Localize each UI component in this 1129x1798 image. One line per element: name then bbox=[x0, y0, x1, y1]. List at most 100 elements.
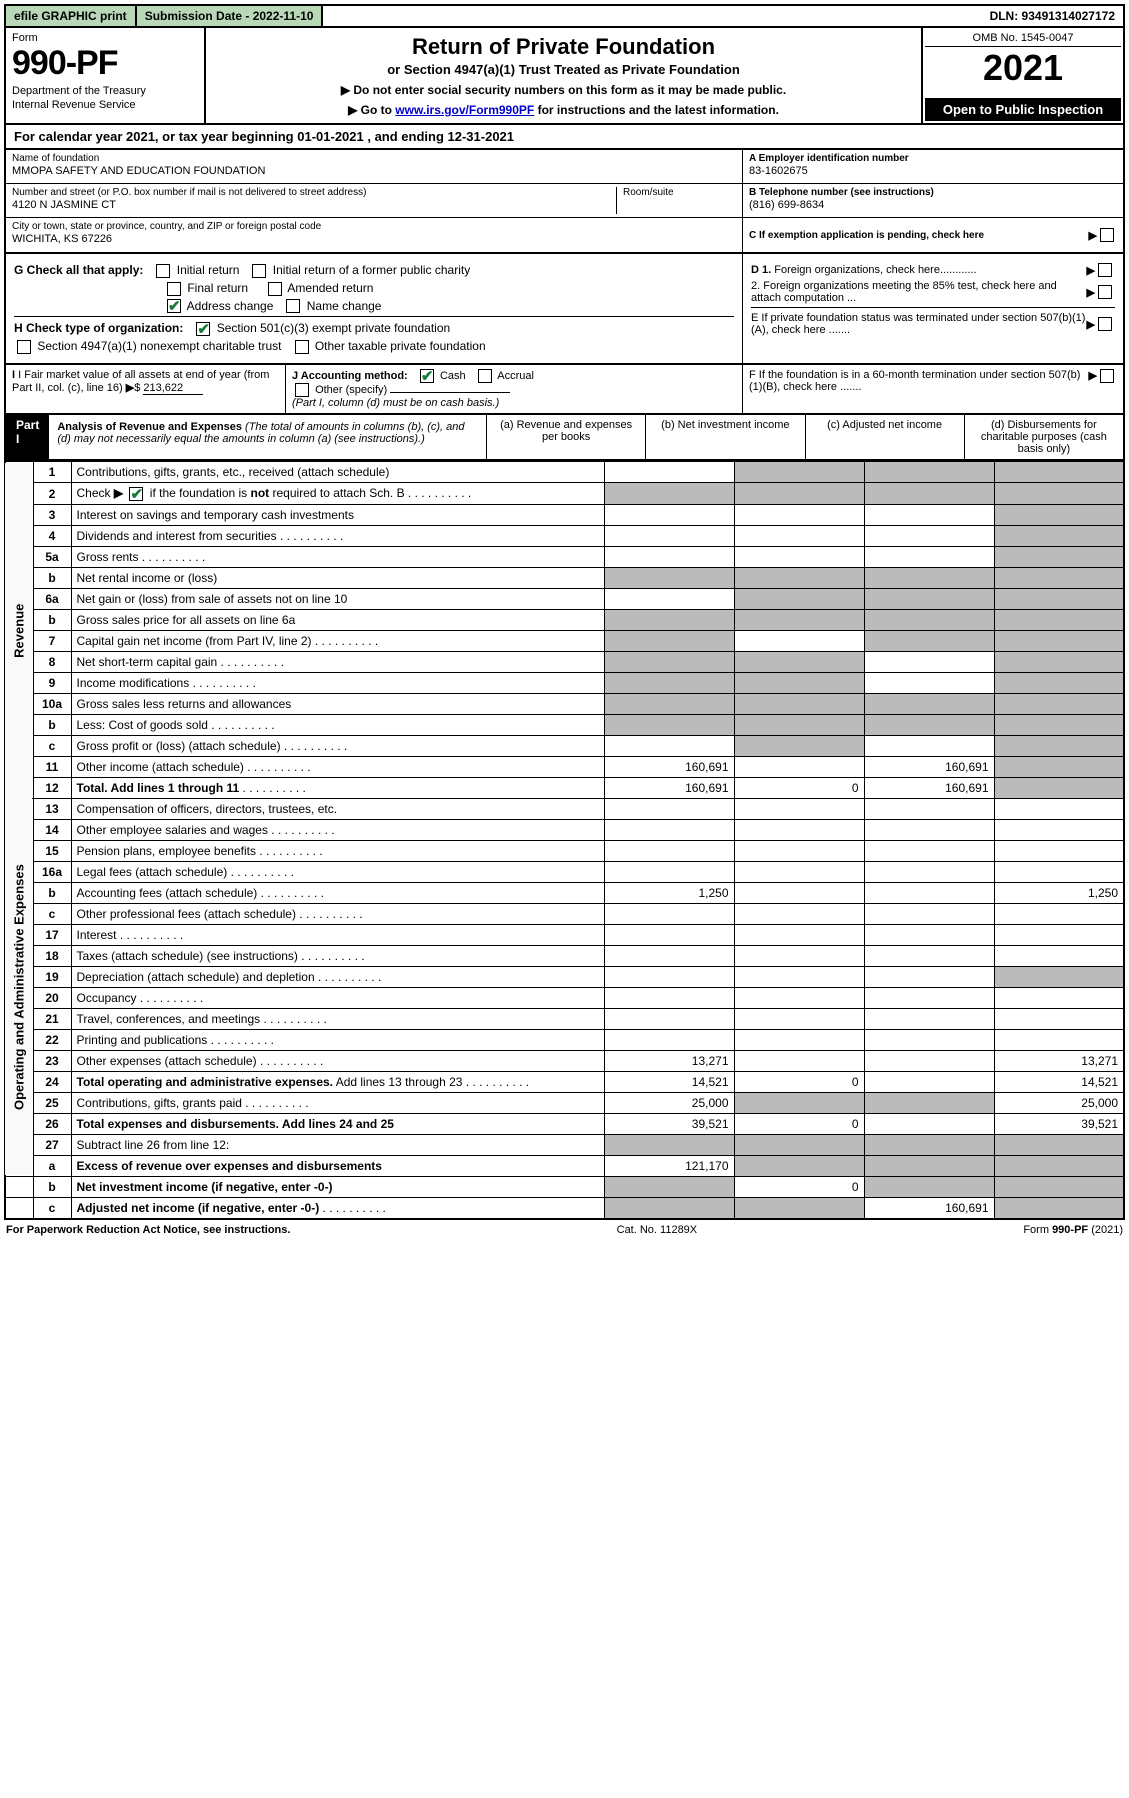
top-bar: efile GRAPHIC print Submission Date - 20… bbox=[4, 4, 1125, 28]
part1-label: Part I bbox=[6, 415, 49, 459]
col-a-header: (a) Revenue and expenses per books bbox=[486, 415, 645, 459]
accrual-checkbox[interactable] bbox=[478, 369, 492, 383]
entity-block: Name of foundation MMOPA SAFETY AND EDUC… bbox=[4, 150, 1125, 254]
f-checkbox[interactable] bbox=[1100, 369, 1114, 383]
cal-end: 12-31-2021 bbox=[448, 129, 515, 144]
other-method-checkbox[interactable] bbox=[295, 383, 309, 397]
table-row: cAdjusted net income (if negative, enter… bbox=[5, 1197, 1124, 1219]
other-taxable-label: Other taxable private foundation bbox=[315, 339, 486, 353]
exemption-pending-label: C If exemption application is pending, c… bbox=[749, 230, 1089, 241]
table-row: 12Total. Add lines 1 through 11 160,6910… bbox=[5, 777, 1124, 798]
table-row: 19Depreciation (attach schedule) and dep… bbox=[5, 966, 1124, 987]
j-note: (Part I, column (d) must be on cash basi… bbox=[292, 397, 499, 409]
cal-begin: 01-01-2021 bbox=[297, 129, 364, 144]
amended-return-checkbox[interactable] bbox=[268, 282, 282, 296]
col-b-header: (b) Net investment income bbox=[645, 415, 804, 459]
phone-value: (816) 699-8634 bbox=[749, 199, 1117, 211]
calendar-year-row: For calendar year 2021, or tax year begi… bbox=[4, 125, 1125, 150]
form-title: Return of Private Foundation bbox=[214, 34, 913, 60]
g-label: G Check all that apply: bbox=[14, 263, 143, 277]
cash-checkbox[interactable] bbox=[420, 369, 434, 383]
goto-post: for instructions and the latest informat… bbox=[534, 103, 779, 117]
initial-return-checkbox[interactable] bbox=[156, 264, 170, 278]
ssn-warning: ▶ Do not enter social security numbers o… bbox=[214, 83, 913, 97]
line-desc: Contributions, gifts, grants, etc., rece… bbox=[71, 462, 604, 483]
ij-section: I I Fair market value of all assets at e… bbox=[4, 365, 1125, 415]
fmv-value: 213,622 bbox=[143, 382, 203, 395]
exemption-pending-checkbox[interactable] bbox=[1100, 228, 1114, 242]
room-label: Room/suite bbox=[623, 187, 736, 198]
form990pf-link[interactable]: www.irs.gov/Form990PF bbox=[395, 103, 534, 117]
table-row: bAccounting fees (attach schedule) 1,250… bbox=[5, 882, 1124, 903]
ein-value: 83-1602675 bbox=[749, 165, 1117, 177]
fmv-label: I Fair market value of all assets at end… bbox=[12, 369, 269, 394]
arrow-icon: ▶ bbox=[1087, 286, 1095, 299]
table-row: 15Pension plans, employee benefits bbox=[5, 840, 1124, 861]
cal-pre: For calendar year 2021, or tax year begi… bbox=[14, 129, 297, 144]
table-row: 17Interest bbox=[5, 924, 1124, 945]
arrow-icon: ▶ bbox=[1087, 264, 1095, 277]
table-row: bGross sales price for all assets on lin… bbox=[5, 609, 1124, 630]
other-method-label: Other (specify) bbox=[315, 384, 387, 396]
table-row: 9Income modifications bbox=[5, 672, 1124, 693]
d1-checkbox[interactable] bbox=[1098, 263, 1112, 277]
e-checkbox[interactable] bbox=[1098, 317, 1112, 331]
open-to-public: Open to Public Inspection bbox=[925, 98, 1121, 121]
table-row: cGross profit or (loss) (attach schedule… bbox=[5, 735, 1124, 756]
initial-return-label: Initial return bbox=[177, 263, 240, 277]
form-number: 990-PF bbox=[12, 44, 198, 83]
other-taxable-checkbox[interactable] bbox=[295, 340, 309, 354]
table-row: bLess: Cost of goods sold bbox=[5, 714, 1124, 735]
table-row: 8Net short-term capital gain bbox=[5, 651, 1124, 672]
foundation-name: MMOPA SAFETY AND EDUCATION FOUNDATION bbox=[12, 165, 736, 177]
h-label: H Check type of organization: bbox=[14, 321, 183, 335]
amt-cell: 160,691 bbox=[604, 756, 734, 777]
street-address: 4120 N JASMINE CT bbox=[12, 199, 616, 211]
form-header: Form 990-PF Department of the Treasury I… bbox=[4, 28, 1125, 125]
f-label: F If the foundation is in a 60-month ter… bbox=[749, 369, 1089, 393]
form-label: Form bbox=[12, 32, 198, 44]
table-row: 7Capital gain net income (from Part IV, … bbox=[5, 630, 1124, 651]
table-row: 25Contributions, gifts, grants paid 25,0… bbox=[5, 1092, 1124, 1113]
table-row: cOther professional fees (attach schedul… bbox=[5, 903, 1124, 924]
501c3-checkbox[interactable] bbox=[196, 322, 210, 336]
e-label: E If private foundation status was termi… bbox=[751, 312, 1087, 336]
table-row: 27Subtract line 26 from line 12: bbox=[5, 1134, 1124, 1155]
table-row: 11Other income (attach schedule) 160,691… bbox=[5, 756, 1124, 777]
501c3-label: Section 501(c)(3) exempt private foundat… bbox=[217, 321, 450, 335]
accounting-method-label: J Accounting method: bbox=[292, 370, 408, 382]
name-label: Name of foundation bbox=[12, 153, 736, 164]
cash-label: Cash bbox=[440, 370, 466, 382]
table-row: 21Travel, conferences, and meetings bbox=[5, 1008, 1124, 1029]
address-change-checkbox[interactable] bbox=[167, 299, 181, 313]
final-return-checkbox[interactable] bbox=[167, 282, 181, 296]
arrow-icon: ▶ bbox=[126, 382, 134, 394]
schb-checkbox[interactable] bbox=[129, 487, 143, 501]
table-row: bNet investment income (if negative, ent… bbox=[5, 1176, 1124, 1197]
initial-former-checkbox[interactable] bbox=[252, 264, 266, 278]
omb-number: OMB No. 1545-0047 bbox=[925, 30, 1121, 47]
col-d-header: (d) Disbursements for charitable purpose… bbox=[964, 415, 1123, 459]
address-change-label: Address change bbox=[187, 299, 274, 313]
table-row: 16aLegal fees (attach schedule) bbox=[5, 861, 1124, 882]
revenue-section-label: Revenue bbox=[5, 462, 33, 799]
col-c-header: (c) Adjusted net income bbox=[805, 415, 964, 459]
page-footer: For Paperwork Reduction Act Notice, see … bbox=[4, 1220, 1125, 1240]
name-change-checkbox[interactable] bbox=[286, 299, 300, 313]
table-row: aExcess of revenue over expenses and dis… bbox=[5, 1155, 1124, 1176]
efile-print-button[interactable]: efile GRAPHIC print bbox=[6, 6, 137, 26]
ein-label: A Employer identification number bbox=[749, 153, 1117, 164]
expenses-section-label: Operating and Administrative Expenses bbox=[5, 798, 33, 1176]
arrow-icon: ▶ bbox=[1089, 229, 1097, 242]
table-row: 10aGross sales less returns and allowanc… bbox=[5, 693, 1124, 714]
table-row: 5aGross rents bbox=[5, 546, 1124, 567]
cat-no: Cat. No. 11289X bbox=[617, 1224, 698, 1236]
arrow-icon: ▶ bbox=[1089, 369, 1097, 393]
d2-checkbox[interactable] bbox=[1098, 285, 1112, 299]
4947-checkbox[interactable] bbox=[17, 340, 31, 354]
table-row: 26Total expenses and disbursements. Add … bbox=[5, 1113, 1124, 1134]
table-row: Revenue 1 Contributions, gifts, grants, … bbox=[5, 462, 1124, 483]
irs-label: Internal Revenue Service bbox=[12, 99, 198, 111]
line-num: 1 bbox=[33, 462, 71, 483]
dept-treasury: Department of the Treasury bbox=[12, 85, 198, 97]
